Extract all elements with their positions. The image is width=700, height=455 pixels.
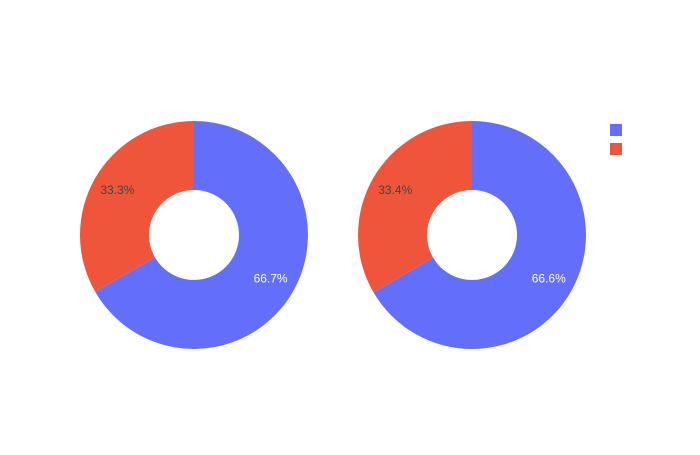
donut-1-slice-1[interactable]: [95, 121, 309, 349]
donut-1-slice-2-label: 33.3%: [100, 183, 134, 197]
donut-2-slice-2[interactable]: [358, 121, 472, 293]
legend-swatch-2[interactable]: [610, 143, 622, 155]
donut-chart-1: 66.7% 33.3%: [79, 121, 309, 349]
legend: [610, 124, 622, 155]
donut-2-slice-2-label: 33.4%: [378, 183, 412, 197]
donut-2-slice-1[interactable]: [373, 121, 587, 349]
legend-swatch-1[interactable]: [610, 124, 622, 136]
donut-1-slice-2[interactable]: [79, 121, 194, 292]
donut-chart-2: 66.6% 33.4%: [358, 121, 587, 349]
donut-2-slice-1-label: 66.6%: [532, 271, 566, 285]
donut-1-slice-1-label: 66.7%: [254, 272, 288, 286]
